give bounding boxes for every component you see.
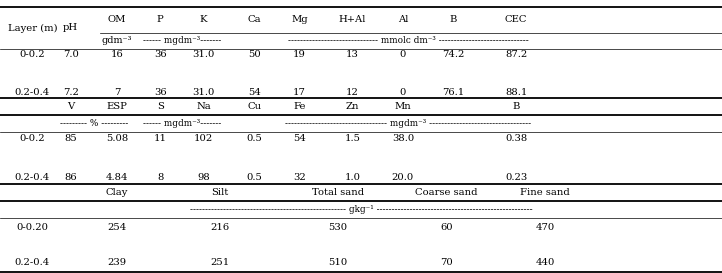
Text: V: V [67, 102, 74, 111]
Text: 50: 50 [248, 50, 261, 59]
Text: 87.2: 87.2 [505, 50, 527, 59]
Text: 216: 216 [211, 223, 230, 232]
Text: 54: 54 [293, 134, 306, 143]
Text: 0.2-0.4: 0.2-0.4 [15, 258, 50, 267]
Text: pH: pH [64, 23, 78, 32]
Text: ESP: ESP [107, 102, 127, 111]
Text: Zn: Zn [346, 102, 359, 111]
Text: 8: 8 [157, 173, 163, 182]
Text: 12: 12 [346, 88, 359, 97]
Text: 4.84: 4.84 [105, 173, 129, 182]
Text: 510: 510 [329, 258, 347, 267]
Text: 254: 254 [108, 223, 126, 232]
Text: Total sand: Total sand [312, 188, 364, 197]
Text: 20.0: 20.0 [392, 173, 414, 182]
Text: Layer (m): Layer (m) [8, 23, 57, 32]
Text: 86: 86 [64, 173, 77, 182]
Text: Na: Na [196, 102, 211, 111]
Text: CEC: CEC [505, 15, 528, 24]
Text: 54: 54 [248, 88, 261, 97]
Text: 440: 440 [536, 258, 554, 267]
Text: 0-0.2: 0-0.2 [19, 50, 45, 59]
Text: 0.23: 0.23 [505, 173, 527, 182]
Text: Cu: Cu [247, 102, 261, 111]
Text: ------ mgdm⁻³-------: ------ mgdm⁻³------- [143, 119, 221, 127]
Text: Coarse sand: Coarse sand [415, 188, 477, 197]
Text: 13: 13 [346, 50, 359, 59]
Text: 38.0: 38.0 [392, 134, 414, 143]
Text: 0.5: 0.5 [246, 134, 262, 143]
Text: B: B [513, 102, 520, 111]
Text: 470: 470 [536, 223, 554, 232]
Text: Clay: Clay [106, 188, 128, 197]
Text: Mg: Mg [291, 15, 308, 24]
Text: 32: 32 [293, 173, 306, 182]
Text: Fine sand: Fine sand [521, 188, 570, 197]
Text: 19: 19 [293, 50, 306, 59]
Text: P: P [157, 15, 164, 24]
Text: B: B [450, 15, 457, 24]
Text: 11: 11 [154, 134, 167, 143]
Text: Fe: Fe [293, 102, 306, 111]
Text: 74.2: 74.2 [443, 50, 464, 59]
Text: Silt: Silt [212, 188, 229, 197]
Text: 31.0: 31.0 [193, 50, 214, 59]
Text: 0-0.20: 0-0.20 [17, 223, 48, 232]
Text: 16: 16 [110, 50, 123, 59]
Text: 1.0: 1.0 [344, 173, 360, 182]
Text: ------ mgdm⁻³-------: ------ mgdm⁻³------- [143, 37, 221, 45]
Text: 0.2-0.4: 0.2-0.4 [15, 173, 50, 182]
Text: 239: 239 [108, 258, 126, 267]
Text: 60: 60 [440, 223, 453, 232]
Text: H+Al: H+Al [339, 15, 366, 24]
Text: 98: 98 [197, 173, 210, 182]
Text: 31.0: 31.0 [193, 88, 214, 97]
Text: 5.08: 5.08 [106, 134, 128, 143]
Text: 7.2: 7.2 [63, 88, 79, 97]
Text: 7: 7 [114, 88, 120, 97]
Text: OM: OM [108, 15, 126, 24]
Text: Mn: Mn [394, 102, 412, 111]
Text: K: K [200, 15, 207, 24]
Text: S: S [157, 102, 164, 111]
Text: 7.0: 7.0 [63, 50, 79, 59]
Text: ------------------------------ mmolᴄ dm⁻³ ------------------------------: ------------------------------ mmolᴄ dm⁻… [287, 37, 529, 45]
Text: 88.1: 88.1 [505, 88, 527, 97]
Text: Al: Al [398, 15, 408, 24]
Text: 530: 530 [329, 223, 347, 232]
Text: 0-0.2: 0-0.2 [19, 134, 45, 143]
Text: 0.5: 0.5 [246, 173, 262, 182]
Text: --------- % ---------: --------- % --------- [60, 119, 128, 127]
Text: ---------------------------------------------------- gkg⁻¹ ---------------------: ----------------------------------------… [190, 205, 532, 214]
Text: 70: 70 [440, 258, 453, 267]
Text: 76.1: 76.1 [443, 88, 464, 97]
Text: gdm⁻³: gdm⁻³ [102, 37, 132, 45]
Text: Ca: Ca [248, 15, 261, 24]
Text: 251: 251 [211, 258, 230, 267]
Text: 85: 85 [64, 134, 77, 143]
Text: 36: 36 [154, 50, 167, 59]
Text: 0: 0 [400, 50, 406, 59]
Text: 17: 17 [293, 88, 306, 97]
Text: 0.38: 0.38 [505, 134, 527, 143]
Text: 36: 36 [154, 88, 167, 97]
Text: ---------------------------------- mgdm⁻³ ----------------------------------: ---------------------------------- mgdm⁻… [285, 119, 531, 127]
Text: 0: 0 [400, 88, 406, 97]
Text: 1.5: 1.5 [344, 134, 360, 143]
Text: 0.2-0.4: 0.2-0.4 [15, 88, 50, 97]
Text: 102: 102 [194, 134, 213, 143]
